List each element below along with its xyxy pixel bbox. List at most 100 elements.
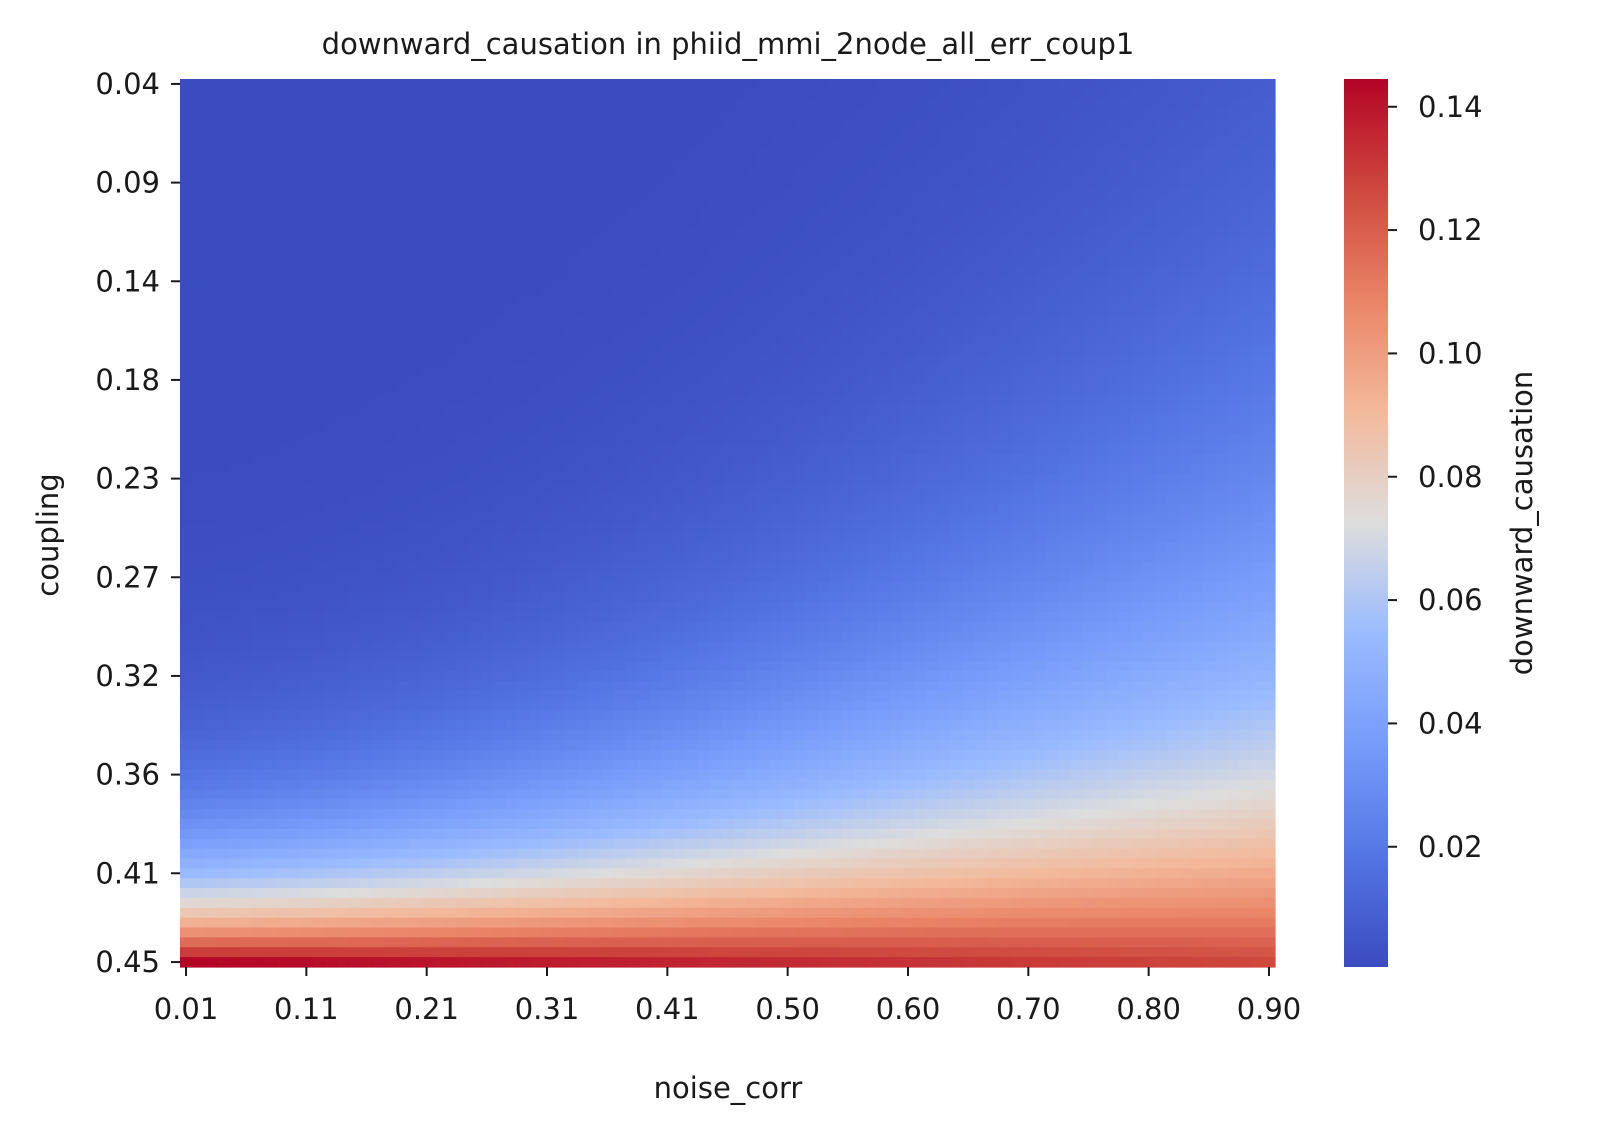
heatmap-cell	[769, 532, 783, 544]
heatmap-cell	[865, 315, 879, 327]
heatmap-cell	[1214, 256, 1228, 268]
heatmap-cell	[901, 552, 915, 564]
heatmap-cell	[577, 118, 590, 129]
heatmap-cell	[745, 542, 759, 554]
heatmap-cell	[1046, 345, 1059, 356]
heatmap-cell	[565, 266, 578, 277]
heatmap-cell	[1022, 601, 1035, 613]
heatmap-cell	[1190, 296, 1204, 307]
heatmap-cell	[962, 365, 975, 376]
heatmap-cell	[673, 444, 686, 455]
heatmap-cell	[480, 335, 494, 346]
heatmap-cell	[1130, 532, 1144, 544]
heatmap-cell	[312, 138, 325, 149]
heatmap-cell	[781, 335, 795, 346]
heatmap-cell	[432, 325, 446, 337]
heatmap-cell	[516, 463, 530, 475]
heatmap-cell	[228, 444, 241, 455]
heatmap-cell	[1070, 365, 1084, 376]
heatmap-cell	[793, 483, 807, 494]
heatmap-cell	[1118, 315, 1132, 327]
heatmap-cell	[781, 463, 795, 475]
heatmap-cell	[974, 315, 987, 327]
heatmap-cell	[336, 384, 350, 396]
heatmap-cell	[204, 79, 217, 90]
heatmap-cell	[1130, 513, 1144, 524]
heatmap-cell	[709, 552, 723, 564]
heatmap-cell	[805, 444, 819, 455]
heatmap-cell	[1154, 138, 1168, 149]
heatmap-cell	[336, 217, 350, 228]
heatmap-cell	[1094, 572, 1108, 583]
heatmap-cell	[480, 503, 494, 514]
heatmap-cell	[829, 315, 843, 327]
heatmap-cell	[1022, 434, 1035, 445]
heatmap-cell	[565, 138, 578, 149]
heatmap-cell	[1154, 88, 1168, 100]
heatmap-cell	[685, 434, 699, 445]
heatmap-cell	[444, 207, 458, 218]
heatmap-cell	[986, 246, 999, 258]
heatmap-cell	[1070, 355, 1084, 366]
heatmap-cell	[1178, 217, 1192, 228]
heatmap-cell	[444, 601, 458, 613]
heatmap-cell	[1058, 473, 1072, 485]
heatmap-cell	[769, 345, 783, 356]
heatmap-cell	[1166, 276, 1180, 287]
heatmap-cell	[1022, 128, 1035, 139]
heatmap-cell	[1106, 118, 1120, 129]
heatmap-cell	[312, 424, 325, 435]
heatmap-cell	[853, 227, 867, 238]
heatmap-cell	[661, 286, 674, 297]
heatmap-cell	[553, 148, 566, 159]
heatmap-cell	[817, 236, 831, 248]
heatmap-cell	[1022, 611, 1035, 623]
heatmap-cell	[1166, 582, 1180, 593]
heatmap-cell	[372, 414, 386, 425]
heatmap-cell	[1070, 444, 1084, 455]
heatmap-cell	[926, 592, 939, 603]
heatmap-cell	[889, 305, 903, 317]
heatmap-cell	[685, 276, 699, 287]
heatmap-cell	[360, 434, 374, 445]
heatmap-cell	[516, 167, 530, 179]
heatmap-cell	[1226, 503, 1240, 514]
heatmap-cell	[300, 473, 313, 485]
heatmap-cell	[914, 88, 927, 100]
heatmap-cell	[492, 384, 506, 396]
heatmap-cell	[553, 434, 566, 445]
heatmap-cell	[649, 493, 662, 504]
heatmap-cell	[625, 138, 638, 149]
heatmap-cell	[697, 266, 711, 277]
heatmap-cell	[745, 217, 759, 228]
heatmap-cell	[1166, 532, 1180, 544]
heatmap-cell	[817, 118, 831, 129]
heatmap-cell	[1178, 286, 1192, 297]
heatmap-cell	[456, 601, 470, 613]
heatmap-cell	[889, 256, 903, 268]
heatmap-cell	[1106, 325, 1120, 337]
heatmap-cell	[468, 414, 482, 425]
heatmap-cell	[889, 138, 903, 149]
heatmap-cell	[384, 148, 398, 159]
heatmap-cell	[288, 256, 301, 268]
heatmap-cell	[1166, 384, 1180, 396]
heatmap-cell	[372, 483, 386, 494]
heatmap-cell	[926, 611, 939, 623]
heatmap-cell	[577, 542, 590, 554]
heatmap-cell	[444, 532, 458, 544]
heatmap-cell	[1094, 404, 1108, 416]
heatmap-cell	[950, 227, 963, 238]
heatmap-cell	[793, 582, 807, 593]
heatmap-cell	[889, 207, 903, 218]
heatmap-cell	[300, 335, 313, 346]
heatmap-cell	[625, 256, 638, 268]
heatmap-cell	[685, 611, 699, 623]
heatmap-cell	[396, 187, 410, 198]
heatmap-cell	[769, 157, 783, 169]
heatmap-cell	[625, 601, 638, 613]
heatmap-cell	[709, 246, 723, 258]
heatmap-cell	[456, 473, 470, 485]
heatmap-cell	[853, 611, 867, 623]
heatmap-cell	[697, 483, 711, 494]
